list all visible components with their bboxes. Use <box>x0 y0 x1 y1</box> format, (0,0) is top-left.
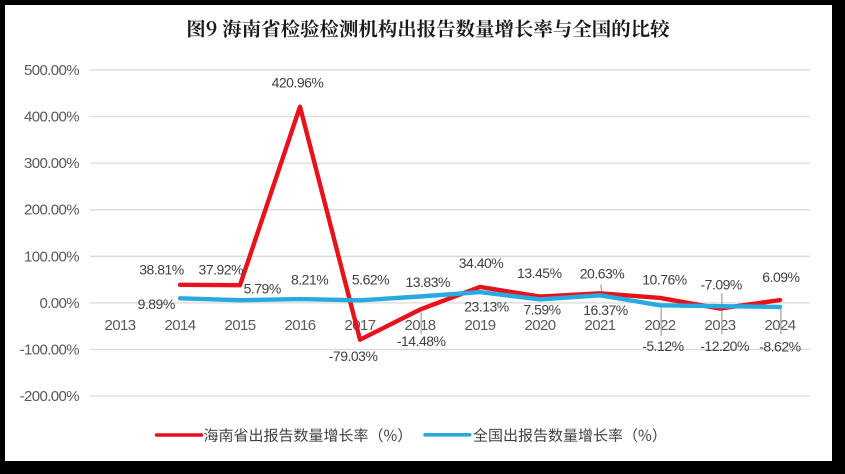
svg-text:2023: 2023 <box>705 317 736 334</box>
svg-text:9.89%: 9.89% <box>138 296 175 312</box>
svg-text:-7.09%: -7.09% <box>701 276 742 292</box>
svg-text:2016: 2016 <box>285 317 316 334</box>
svg-text:2015: 2015 <box>225 317 256 334</box>
svg-text:-8.62%: -8.62% <box>759 339 800 355</box>
svg-text:2014: 2014 <box>165 317 196 334</box>
svg-text:200.00%: 200.00% <box>24 202 79 219</box>
svg-text:2020: 2020 <box>525 317 556 334</box>
svg-text:500.00%: 500.00% <box>24 62 79 79</box>
svg-text:16.37%: 16.37% <box>583 302 628 318</box>
svg-text:23.13%: 23.13% <box>464 299 509 315</box>
svg-text:13.83%: 13.83% <box>405 274 450 290</box>
svg-text:-100.00%: -100.00% <box>20 342 80 359</box>
svg-text:20.63%: 20.63% <box>580 266 625 282</box>
svg-text:5.79%: 5.79% <box>244 281 281 297</box>
svg-text:13.45%: 13.45% <box>517 265 562 281</box>
svg-text:420.96%: 420.96% <box>272 75 324 91</box>
svg-text:38.81%: 38.81% <box>139 262 184 278</box>
svg-text:-12.20%: -12.20% <box>700 338 749 354</box>
svg-text:400.00%: 400.00% <box>24 109 79 126</box>
svg-text:300.00%: 300.00% <box>24 155 79 172</box>
svg-text:34.40%: 34.40% <box>459 255 504 271</box>
svg-text:8.21%: 8.21% <box>291 272 328 288</box>
svg-text:6.09%: 6.09% <box>762 269 799 285</box>
svg-text:-14.48%: -14.48% <box>397 333 446 349</box>
svg-text:2019: 2019 <box>465 317 496 334</box>
svg-text:2024: 2024 <box>765 317 796 334</box>
svg-text:2017: 2017 <box>345 317 376 334</box>
svg-text:2021: 2021 <box>585 317 616 334</box>
svg-text:-79.03%: -79.03% <box>329 348 378 364</box>
svg-text:10.76%: 10.76% <box>642 271 687 287</box>
svg-text:5.62%: 5.62% <box>352 272 389 288</box>
svg-text:7.59%: 7.59% <box>523 301 560 317</box>
svg-text:2022: 2022 <box>645 317 676 334</box>
svg-text:100.00%: 100.00% <box>24 248 79 265</box>
svg-text:0.00%: 0.00% <box>39 295 79 312</box>
svg-text:37.92%: 37.92% <box>199 262 244 278</box>
svg-text:-5.12%: -5.12% <box>642 338 683 354</box>
svg-text:-200.00%: -200.00% <box>20 388 80 405</box>
svg-text:2018: 2018 <box>405 317 436 334</box>
svg-text:2013: 2013 <box>105 317 136 334</box>
